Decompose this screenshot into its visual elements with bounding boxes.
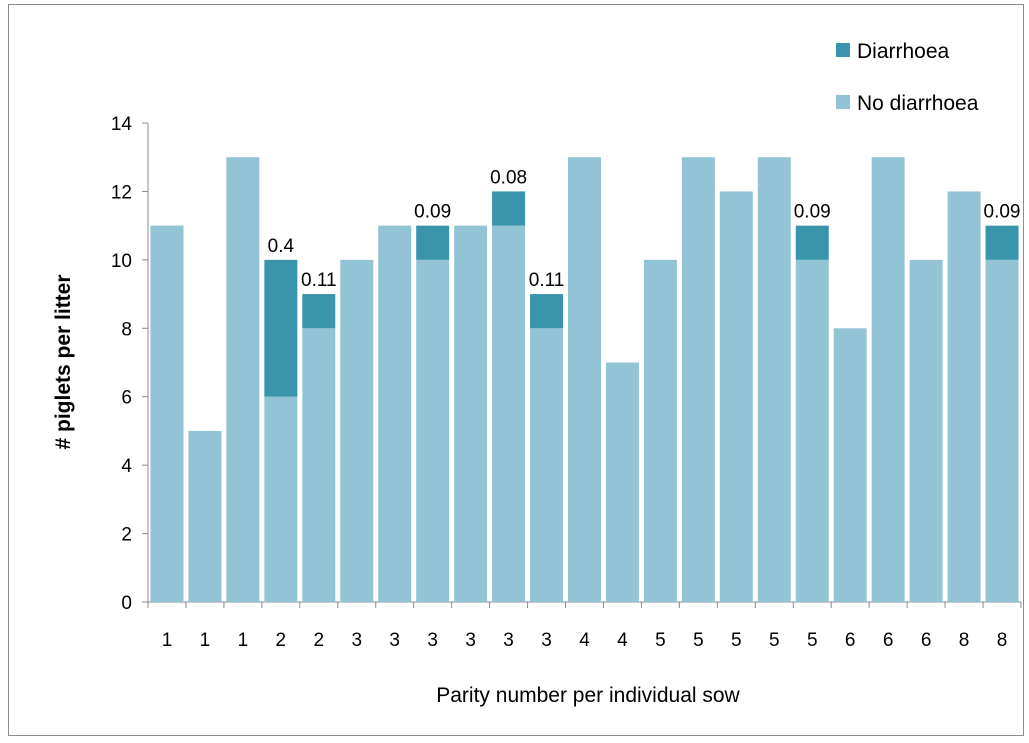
y-tick-label: 8 [121,319,132,340]
x-tick-label: 4 [579,630,590,651]
bar-no-diarrhoea [378,225,412,602]
x-tick-label: 5 [655,630,666,651]
x-tick-label: 5 [769,630,780,651]
x-tick-label: 2 [314,630,325,651]
x-tick-label: 3 [503,630,514,651]
x-axis: 1 1 1 2 2 3 3 3 3 3 3 4 4 5 5 5 5 5 6 6 6 8 8 [147,601,1022,651]
data-label: 0.4 [268,236,295,257]
bar-diarrhoea [416,225,450,260]
bar-diarrhoea [302,294,336,329]
bar-diarrhoea [492,191,526,226]
bar-no-diarrhoea [605,362,639,602]
y-tick-label: 2 [121,525,132,546]
bar-diarrhoea [530,294,564,329]
y-tick-label: 6 [121,388,132,409]
data-label: 0.09 [414,202,451,223]
x-tick-label: 5 [731,630,742,651]
bar-no-diarrhoea [947,191,981,602]
y-axis: 0 2 4 6 8 10 12 14 [111,114,149,614]
y-tick-label: 12 [111,182,132,203]
bar-no-diarrhoea [454,225,488,602]
x-tick-label: 6 [883,630,894,651]
bar-no-diarrhoea [833,328,867,602]
x-axis-title: Parity number per individual sow [436,684,740,707]
bar-no-diarrhoea [681,157,715,602]
x-tick-label: 8 [997,630,1008,651]
x-tick-label: 3 [389,630,400,651]
y-tick-label: 14 [111,114,133,135]
bar-no-diarrhoea [643,259,677,602]
data-labels: 0.4 0.11 0.09 0.08 0.11 0.09 0.09 [268,167,1021,291]
x-tick-label: 5 [693,630,704,651]
x-tick-label: 1 [162,630,173,651]
bar-diarrhoea [795,225,829,260]
bar-no-diarrhoea [530,328,564,602]
x-tick-label: 8 [959,630,970,651]
bar-no-diarrhoea [188,430,222,602]
x-tick-label: 3 [541,630,552,651]
bar-no-diarrhoea [871,157,905,602]
x-tick-label: 3 [427,630,438,651]
legend: Diarrhoea No diarrhoea [836,40,979,115]
x-tick-label: 1 [200,630,211,651]
bar-no-diarrhoea [416,259,450,602]
data-label: 0.11 [529,270,565,291]
bar-no-diarrhoea [340,259,374,602]
bar-diarrhoea [264,259,298,397]
bar-no-diarrhoea [757,157,791,602]
bars [150,157,1019,602]
y-tick-label: 4 [121,456,132,477]
bar-diarrhoea [985,225,1019,260]
bar-no-diarrhoea [985,259,1019,602]
data-label: 0.09 [794,202,831,223]
y-tick-label: 10 [111,251,132,272]
y-axis-title: # piglets per litter [52,274,75,449]
legend-swatch-diarrhoea [836,43,850,57]
bar-no-diarrhoea [226,157,260,602]
data-label: 0.09 [984,202,1021,223]
bar-no-diarrhoea [264,396,298,602]
x-tick-label: 3 [351,630,362,651]
x-tick-label: 1 [238,630,249,651]
legend-label-diarrhoea: Diarrhoea [857,40,950,63]
bar-no-diarrhoea [719,191,753,602]
x-tick-label: 6 [921,630,932,651]
y-tick-label: 0 [121,593,132,614]
x-tick-label: 3 [465,630,476,651]
data-label: 0.11 [301,270,337,291]
bar-no-diarrhoea [492,225,526,602]
bar-no-diarrhoea [909,259,943,602]
bar-no-diarrhoea [568,157,601,602]
x-tick-label: 2 [276,630,287,651]
x-tick-label: 4 [617,630,628,651]
bar-no-diarrhoea [795,259,829,602]
x-tick-label: 5 [807,630,818,651]
bar-no-diarrhoea [302,328,336,602]
x-tick-label: 6 [845,630,856,651]
data-label: 0.08 [490,167,527,188]
legend-swatch-no-diarrhoea [836,95,850,109]
bar-no-diarrhoea [150,225,184,602]
legend-label-no-diarrhoea: No diarrhoea [857,92,979,115]
